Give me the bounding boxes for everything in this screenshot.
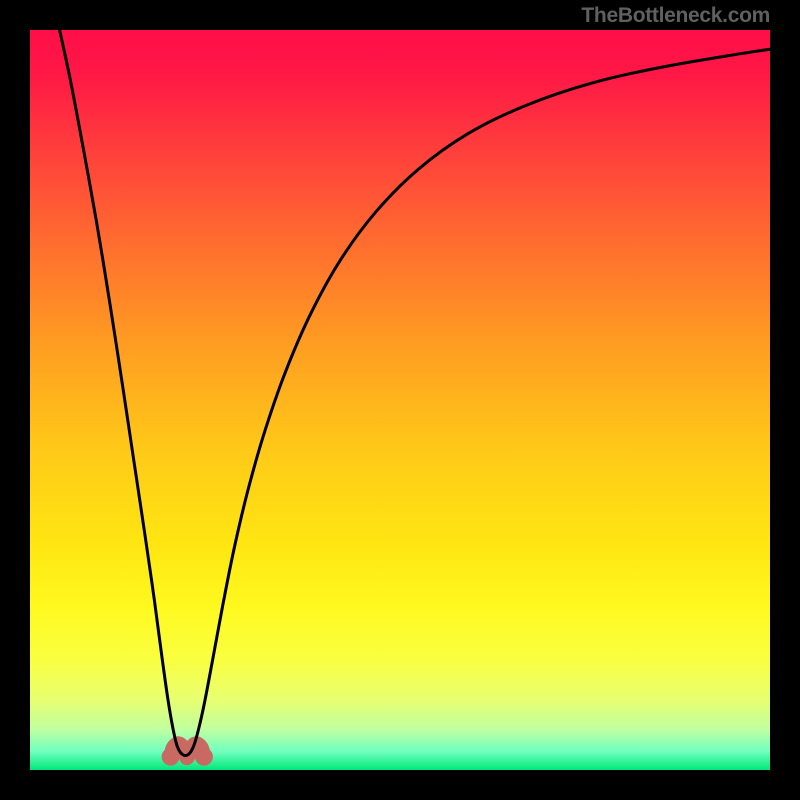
plot-area: [30, 30, 770, 770]
watermark-text: TheBottleneck.com: [581, 4, 770, 28]
curve-layer: [30, 30, 770, 770]
bottleneck-curve: [60, 30, 770, 756]
chart-frame: TheBottleneck.com: [0, 0, 800, 800]
